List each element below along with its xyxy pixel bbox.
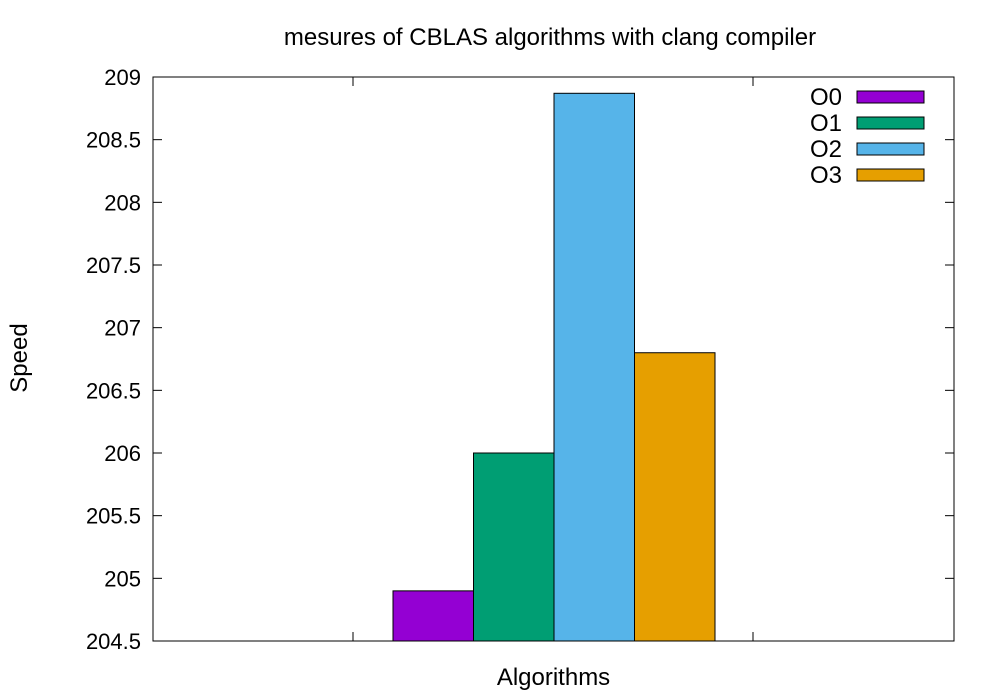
- bars: [392, 92, 716, 642]
- y-tick-label: 204.5: [86, 629, 141, 654]
- y-tick-label: 205: [104, 566, 141, 591]
- y-ticks: 204.5 205 205.5 206 206.5 207 207.5 208 208.5 209: [86, 65, 954, 654]
- bar-o2: [553, 92, 635, 642]
- legend-swatch-o3: [856, 168, 925, 182]
- bar-o0: [392, 590, 474, 642]
- plot-frame: [152, 76, 955, 642]
- bar-o1: [473, 452, 555, 642]
- y-tick-label: 207: [104, 316, 141, 341]
- y-tick-label: 205.5: [86, 504, 141, 529]
- y-tick-label: 206.5: [86, 378, 141, 403]
- legend-swatch-o2: [856, 142, 925, 156]
- bar-o3: [634, 352, 716, 642]
- legend-label-o0: O0: [810, 84, 842, 111]
- legend-label-o3: O3: [810, 162, 842, 189]
- legend-label-o2: O2: [810, 136, 842, 163]
- y-tick-label: 207.5: [86, 253, 141, 278]
- y-tick-label: 208.5: [86, 128, 141, 153]
- legend-swatch-o1: [856, 116, 925, 130]
- x-axis-label: Algorithms: [496, 664, 611, 691]
- legend-swatch-o0: [856, 90, 925, 104]
- legend-label-o1: O1: [810, 110, 842, 137]
- chart-title: mesures of CBLAS algorithms with clang c…: [283, 24, 817, 51]
- y-tick-label: 206: [104, 441, 141, 466]
- y-tick-label: 209: [104, 65, 141, 90]
- y-tick-label: 208: [104, 190, 141, 215]
